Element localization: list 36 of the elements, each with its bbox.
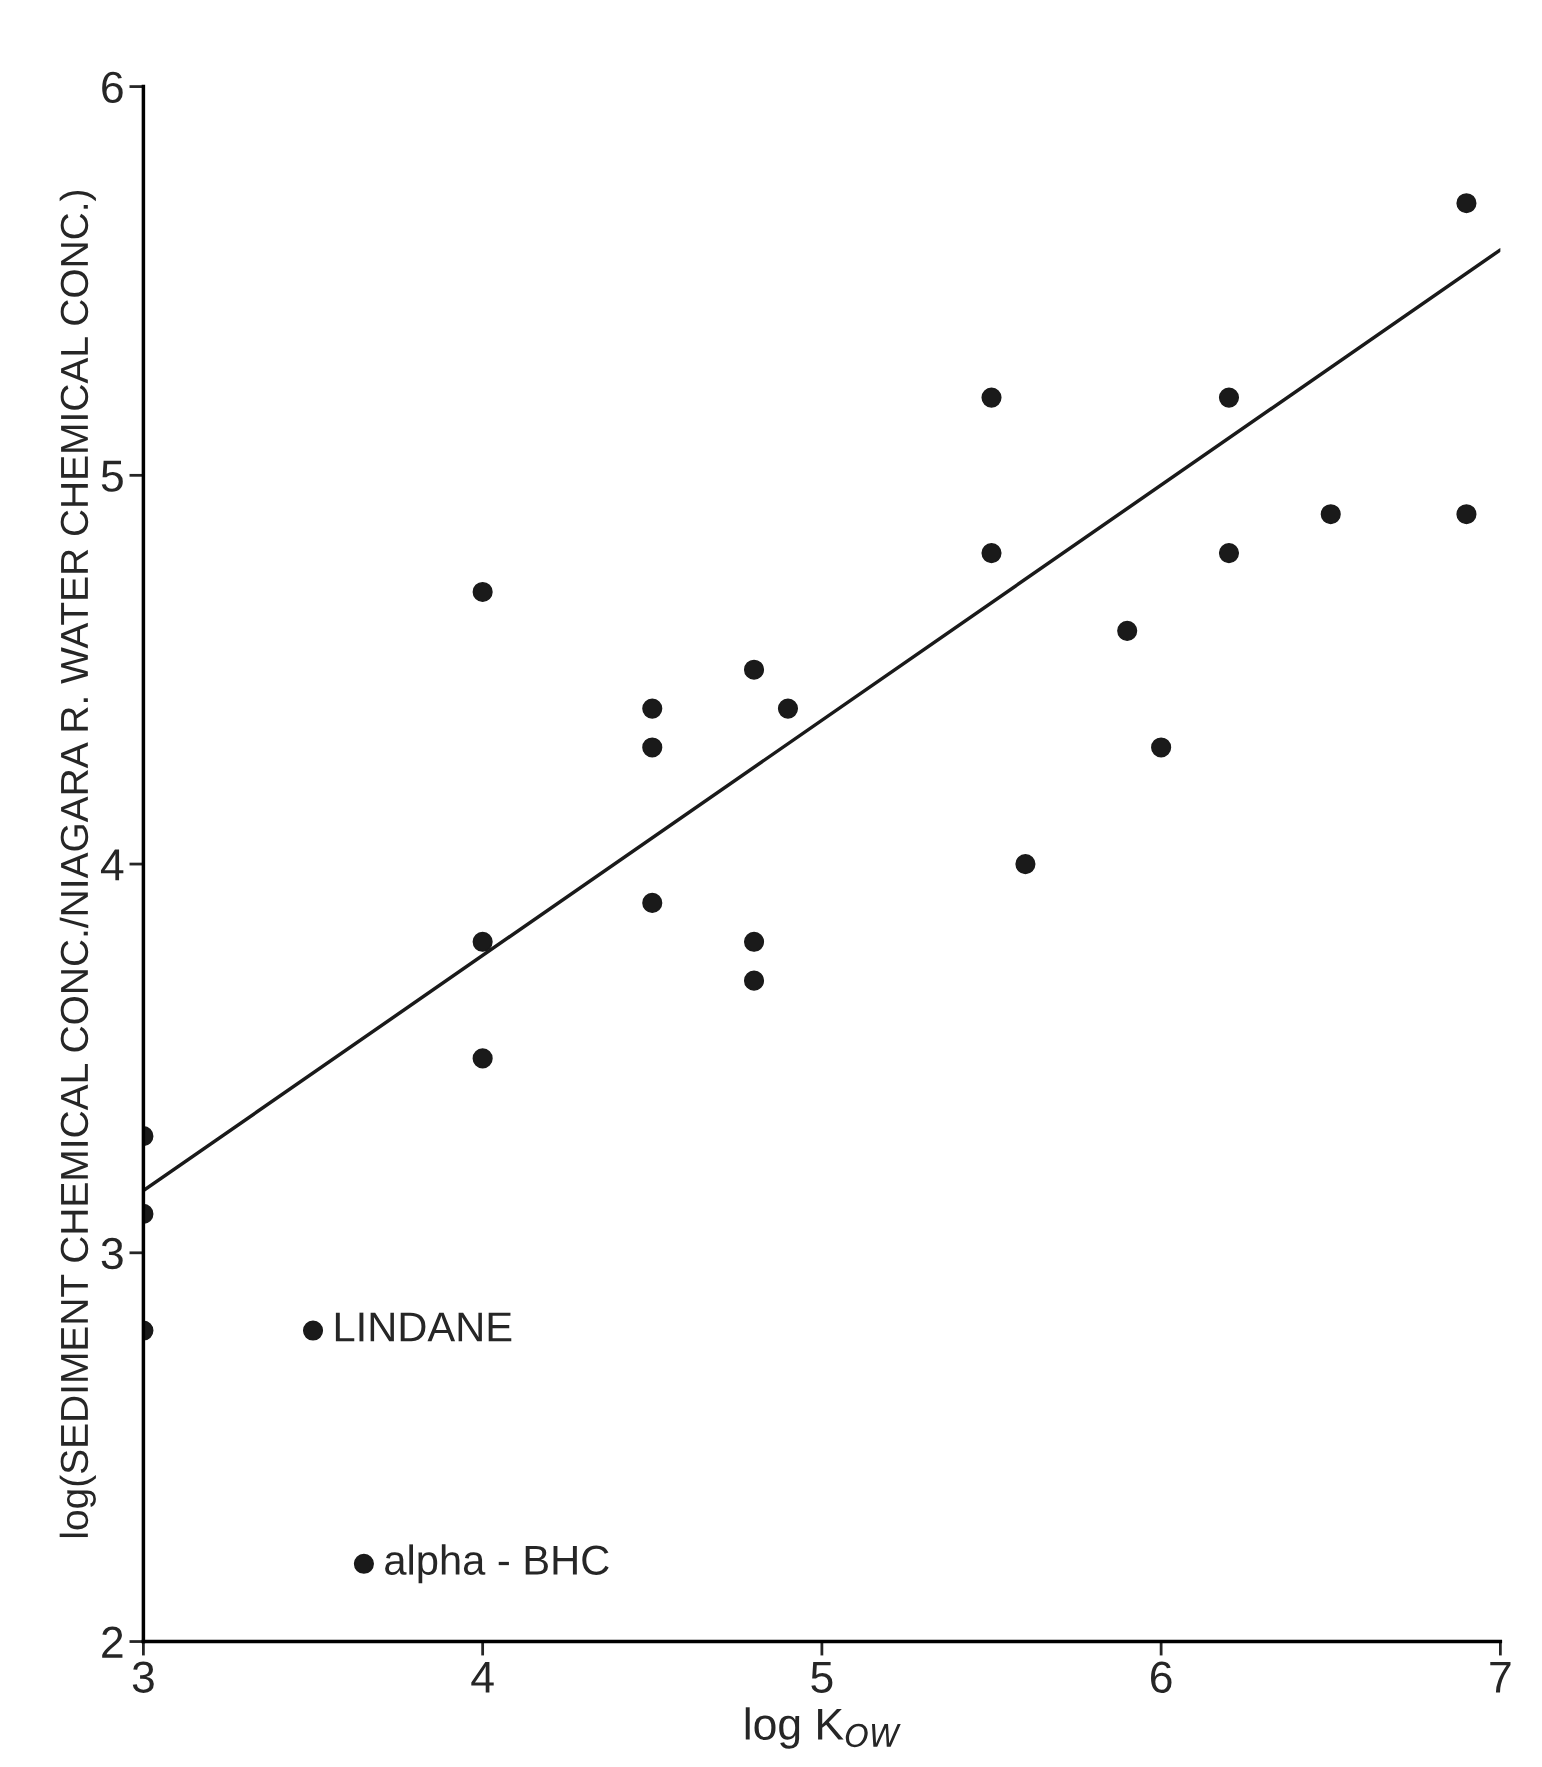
- point: [302, 1320, 324, 1341]
- point: [642, 737, 663, 758]
- point: [981, 543, 1002, 564]
- point: [642, 892, 663, 913]
- x-tick-label: 7: [1490, 1661, 1511, 1693]
- point: [743, 970, 765, 991]
- annotation: LINDANE: [335, 1312, 512, 1342]
- point: [1456, 193, 1477, 214]
- y-tick-label: 5: [101, 460, 123, 492]
- point: [642, 698, 663, 719]
- point: [1456, 504, 1477, 525]
- point: [1015, 854, 1036, 875]
- x-tick-label: 6: [1151, 1661, 1172, 1693]
- point: [353, 1553, 374, 1574]
- point: [1151, 737, 1172, 758]
- point: [1218, 543, 1240, 564]
- point: [472, 1048, 493, 1069]
- annotation: alpha - BHC: [385, 1544, 609, 1584]
- y-tick-label: 3: [101, 1237, 123, 1270]
- point: [981, 387, 1002, 408]
- point: [472, 931, 493, 952]
- y-tick-label: 2: [102, 1626, 123, 1658]
- y-tick-label: 6: [102, 71, 123, 104]
- point: [743, 659, 765, 680]
- point: [1320, 504, 1341, 525]
- point: [777, 698, 799, 719]
- point: [472, 581, 493, 603]
- point: [1117, 620, 1138, 641]
- x-tick-label: 5: [811, 1661, 833, 1693]
- y-axis-title: log(SEDIMENT CHEMICAL CONC./NIAGARA R. WATER CHEMICAL CONC.): [59, 190, 96, 1538]
- x-tick-label: 3: [132, 1661, 154, 1693]
- x-tick-label: 4: [471, 1661, 494, 1693]
- x-axis-title: log K$_{OW}$: [745, 1707, 901, 1749]
- point: [743, 931, 765, 952]
- y-tick-label: 4: [100, 849, 124, 881]
- point: [1218, 387, 1240, 408]
